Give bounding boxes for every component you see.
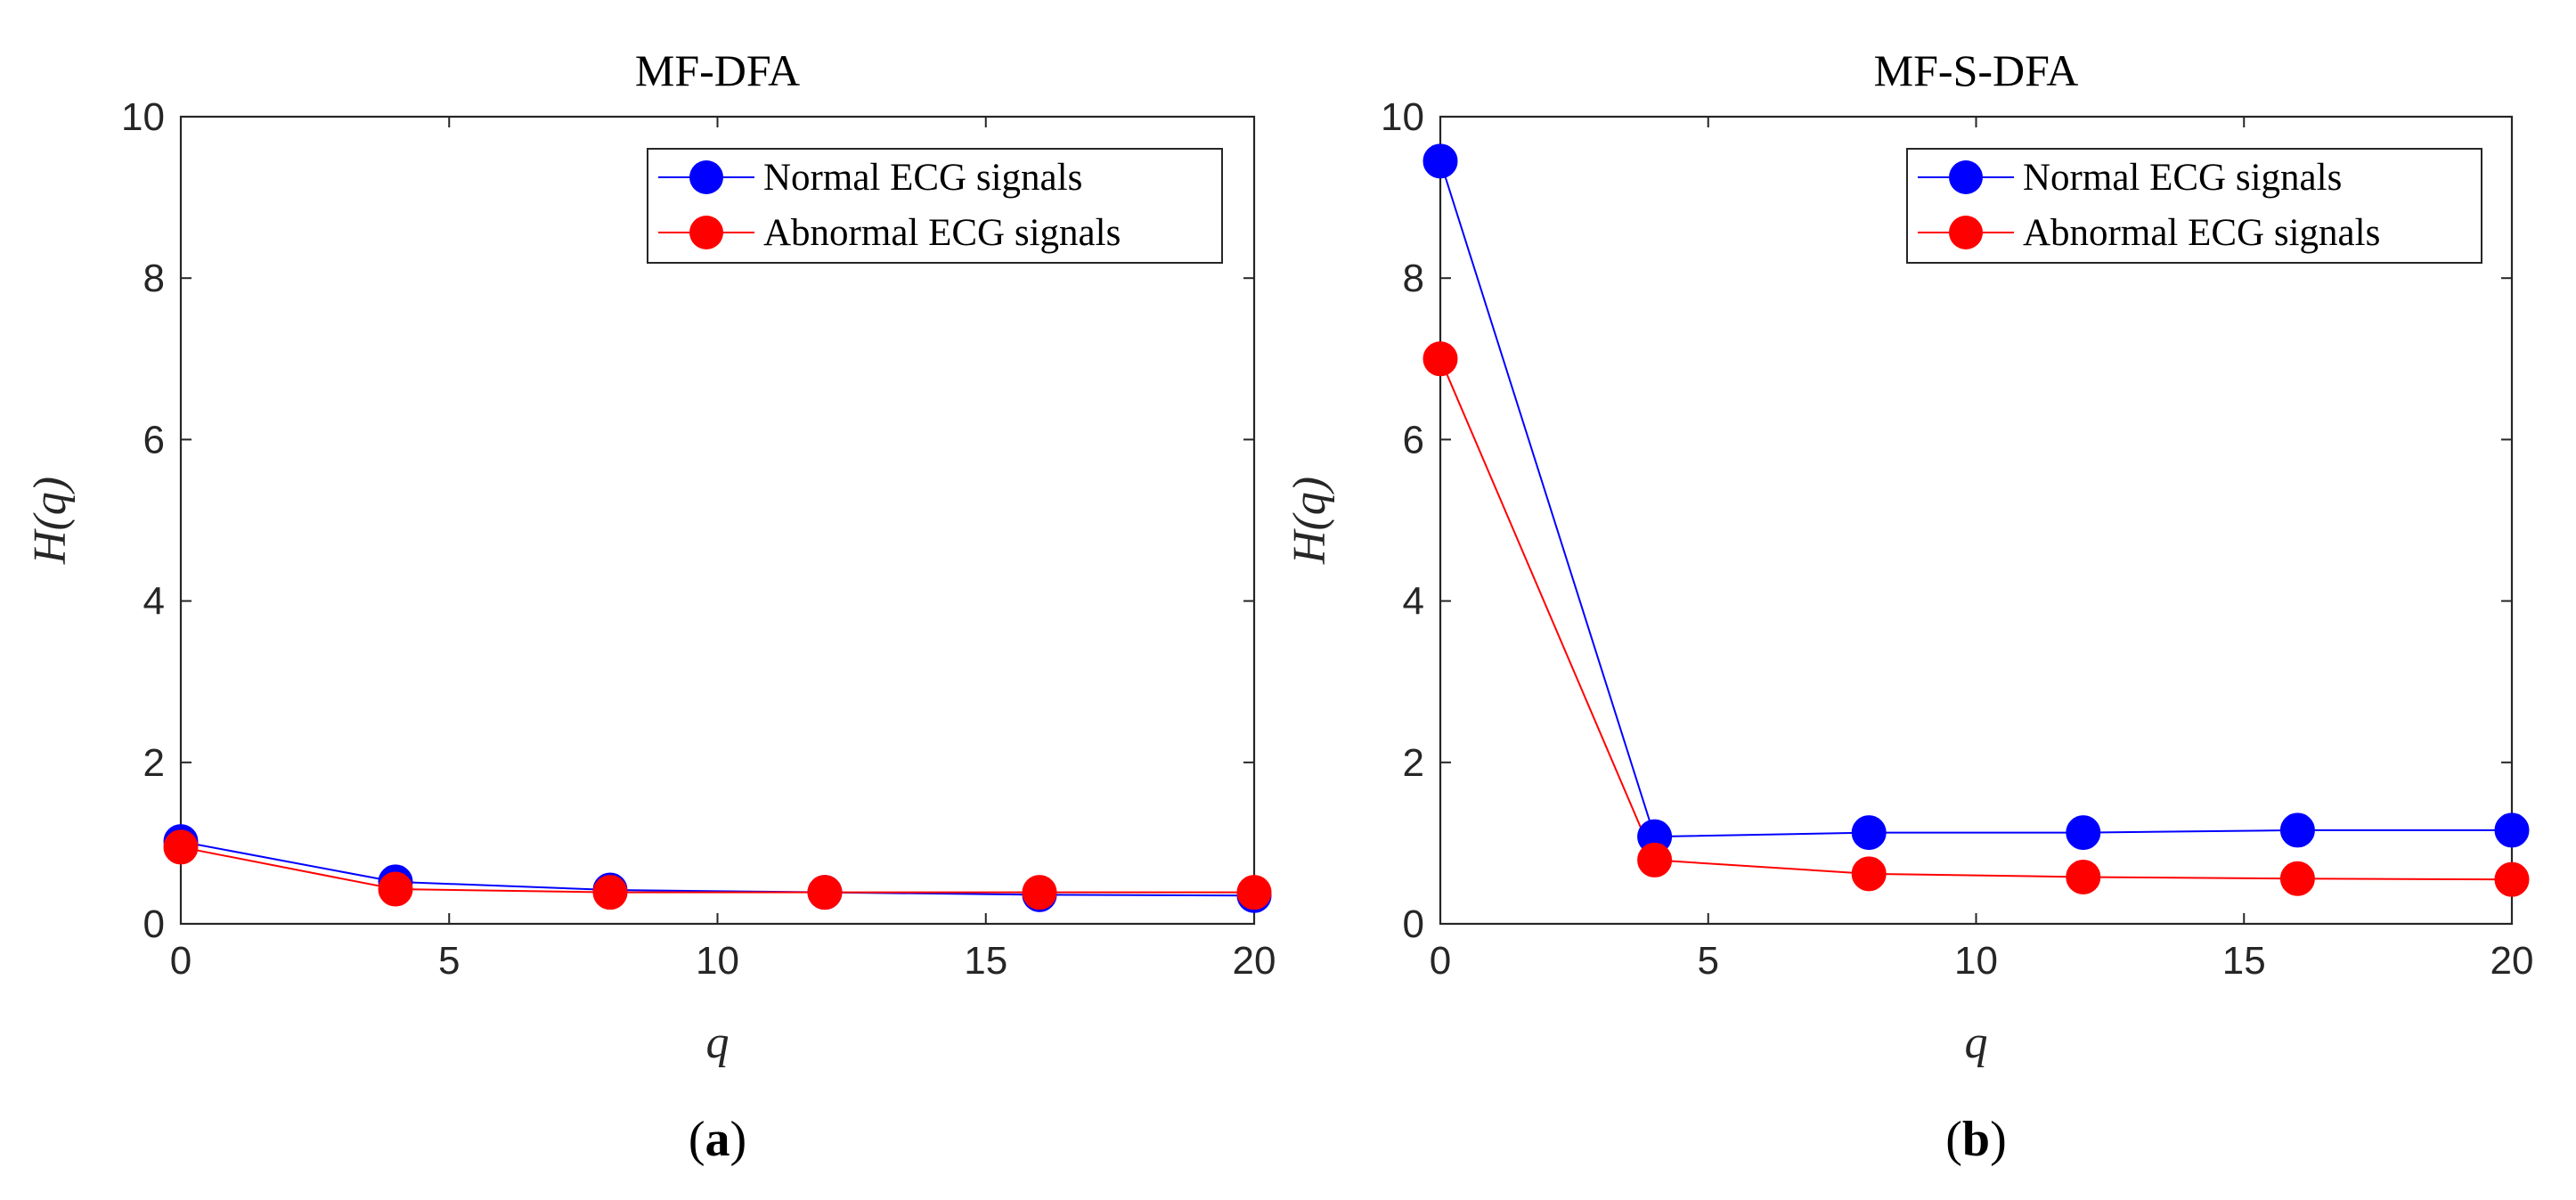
series-line-abnormal xyxy=(180,845,1254,894)
panel-label-open: ( xyxy=(689,1112,705,1167)
y-tick-label: 8 xyxy=(143,257,165,300)
data-point-abnormal xyxy=(2494,861,2530,897)
data-point-normal xyxy=(1423,143,1458,179)
series-line-normal xyxy=(1439,160,2512,838)
legend-marker xyxy=(689,216,723,249)
data-point-abnormal xyxy=(807,875,843,910)
panel-label-close: ) xyxy=(1990,1112,2007,1167)
x-tick-label: 0 xyxy=(170,939,192,983)
legend-marker xyxy=(689,160,723,194)
data-point-abnormal xyxy=(378,871,413,907)
panel-label-letter: a xyxy=(705,1112,730,1167)
chart-panel-a: 0 5 10 15 20 0 2 4 6 8 10 MF-DFA q H(q) (a) Normal ECG … xyxy=(25,45,1276,1167)
data-point-abnormal xyxy=(1236,875,1272,910)
series-line-abnormal xyxy=(1439,358,2513,881)
legend-label: Normal ECG signals xyxy=(763,157,1082,199)
data-point-abnormal xyxy=(1022,875,1057,910)
legend-label: Abnormal ECG signals xyxy=(763,212,1121,254)
y-axis-label: H(q) xyxy=(1284,477,1335,565)
panel-label: (a) xyxy=(689,1112,746,1167)
y-tick-label: 0 xyxy=(143,902,165,946)
legend-box xyxy=(647,148,1223,264)
legend-label: Abnormal ECG signals xyxy=(2023,212,2380,254)
x-tick-label: 5 xyxy=(1698,939,1719,983)
data-point-abnormal xyxy=(2279,861,2315,896)
y-tick-label: 8 xyxy=(1403,257,1424,300)
panel-label-letter: b xyxy=(1962,1112,1990,1167)
x-tick-label: 15 xyxy=(2222,939,2266,983)
data-point-normal xyxy=(1851,815,1887,851)
y-tick-label: 10 xyxy=(1381,95,1424,139)
x-tick-label: 20 xyxy=(1233,939,1276,983)
x-tick-label: 15 xyxy=(964,939,1007,983)
data-point-abnormal xyxy=(163,829,199,865)
y-tick-label: 10 xyxy=(121,95,165,139)
legend-marker xyxy=(1949,216,1983,249)
legend: Normal ECG signals Abnormal ECG signals xyxy=(1906,148,2482,264)
panel-label-open: ( xyxy=(1945,1112,1962,1167)
y-tick-label: 4 xyxy=(1403,580,1424,624)
legend-box xyxy=(1906,148,2482,264)
data-point-normal xyxy=(2494,812,2530,848)
x-axis-label: q xyxy=(1965,1017,1988,1068)
y-tick-label: 0 xyxy=(1403,902,1424,946)
legend-label: Normal ECG signals xyxy=(2023,157,2342,199)
data-point-normal xyxy=(2066,815,2101,851)
y-tick-label: 4 xyxy=(143,580,165,624)
series-line-normal xyxy=(180,840,1255,897)
x-tick-label: 20 xyxy=(2490,939,2534,983)
y-tick-label: 6 xyxy=(1403,418,1424,461)
data-point-abnormal xyxy=(1637,842,1673,878)
chart-title: MF-DFA xyxy=(635,45,800,95)
x-tick-label: 10 xyxy=(696,939,739,983)
y-tick-label: 6 xyxy=(143,418,165,461)
y-axis-label: H(q) xyxy=(25,477,76,565)
data-point-abnormal xyxy=(2066,859,2101,894)
y-tick-label: 2 xyxy=(1403,741,1424,785)
x-tick-label: 10 xyxy=(1954,939,1998,983)
chart-panel-b: 0 5 10 15 20 0 2 4 6 8 10 MF-S-DFA q H(q) (b) Normal EC… xyxy=(1284,45,2533,1167)
data-point-abnormal xyxy=(592,875,628,910)
data-point-abnormal xyxy=(1423,341,1458,377)
panel-label: (b) xyxy=(1945,1112,2006,1167)
data-point-normal xyxy=(2279,812,2315,848)
y-tick-label: 2 xyxy=(143,741,165,785)
data-point-abnormal xyxy=(1851,856,1887,892)
legend: Normal ECG signals Abnormal ECG signals xyxy=(647,148,1223,264)
chart-title: MF-S-DFA xyxy=(1874,45,2079,95)
legend-marker xyxy=(1949,160,1983,194)
x-tick-label: 5 xyxy=(438,939,460,983)
x-tick-label: 0 xyxy=(1430,939,1451,983)
x-axis-label: q xyxy=(706,1017,730,1068)
panel-label-close: ) xyxy=(730,1112,747,1167)
